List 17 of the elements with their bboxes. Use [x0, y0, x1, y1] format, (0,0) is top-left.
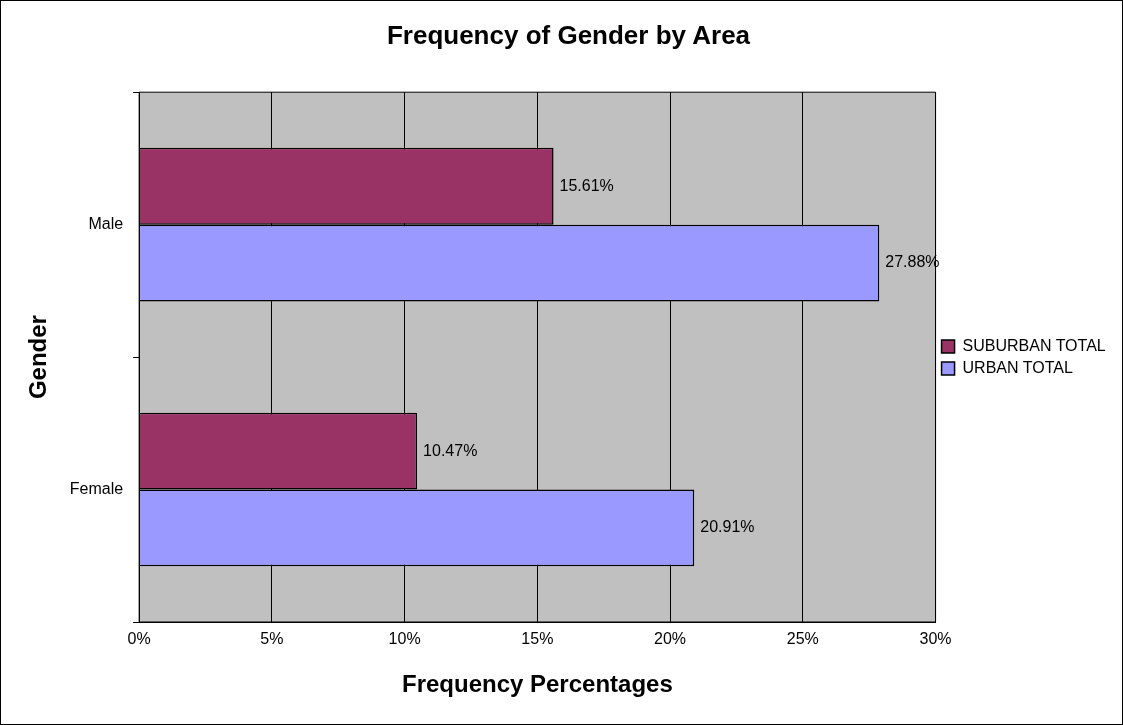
x-axis-title: Frequency Percentages	[401, 670, 673, 698]
x-tick-label: 20%	[654, 630, 687, 648]
legend-label: SUBURBAN TOTAL	[962, 336, 1106, 354]
legend-label: URBAN TOTAL	[962, 358, 1073, 376]
chart-title: Frequency of Gender by Area	[386, 19, 751, 50]
data-label: 15.61%	[559, 176, 614, 194]
y-tick-label: Female	[69, 479, 124, 497]
data-label: 10.47%	[423, 441, 478, 459]
x-tick-label: 0%	[127, 630, 151, 648]
data-label: 20.91%	[700, 518, 755, 536]
y-tick-label: Male	[88, 215, 124, 233]
x-tick-label: 30%	[919, 630, 952, 648]
y-axis-title: Gender	[24, 315, 52, 400]
x-tick-label: 5%	[260, 630, 284, 648]
x-tick-label: 15%	[521, 630, 554, 648]
x-tick-label: 10%	[388, 630, 421, 648]
x-tick-label: 25%	[786, 630, 819, 648]
